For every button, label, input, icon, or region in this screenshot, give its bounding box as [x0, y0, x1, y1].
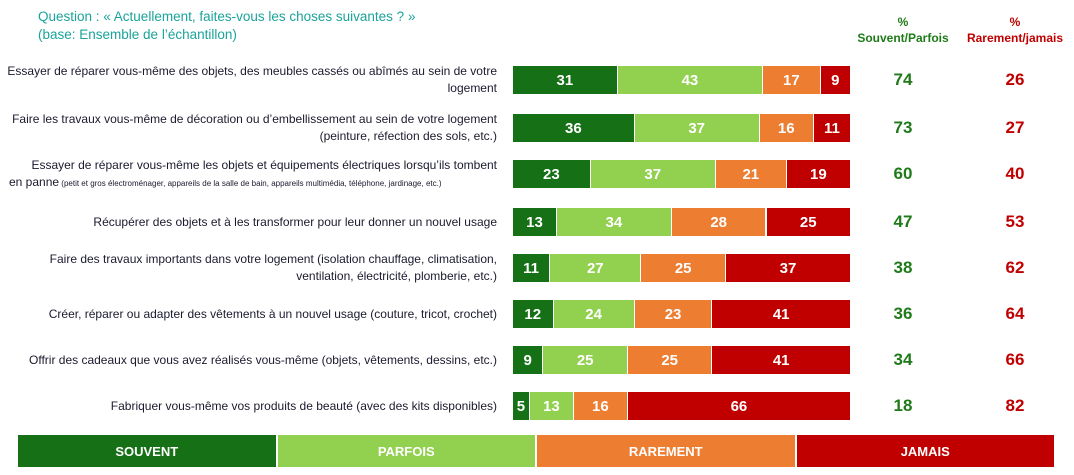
bar-segment-parfois: 37 — [590, 160, 716, 188]
bar-segment-rarement: 16 — [573, 392, 628, 420]
bar-segment-jamais: 41 — [712, 300, 851, 328]
bar-segment-rarement: 16 — [759, 114, 814, 142]
bar-segment-souvent: 13 — [513, 208, 557, 236]
sum-rarement-jamais: 27 — [1005, 118, 1025, 137]
row-label: Faire les travaux vous-même de décoratio… — [0, 111, 497, 145]
row-label-line: Offrir des cadeaux que vous avez réalisé… — [29, 352, 497, 367]
bar-segment-parfois: 25 — [543, 346, 628, 374]
row-label-line: logement — [447, 81, 497, 95]
row-label: Faire des travaux importants dans votre … — [0, 251, 497, 285]
bar-segment-parfois: 43 — [617, 66, 764, 94]
sum-rarement-jamais: 64 — [1005, 304, 1025, 323]
sum-rarement-jamais: 26 — [1005, 70, 1025, 89]
sum-souvent-parfois: 73 — [893, 118, 913, 137]
column-header-rarement-jamais: % Rarement/jamais — [960, 14, 1070, 46]
bar-segment-souvent: 9 — [513, 346, 544, 374]
bar-segment-jamais: 25 — [766, 208, 851, 236]
bar-segment-parfois: 27 — [550, 254, 642, 282]
row-label-line: Essayer de réparer vous-même des objets,… — [7, 64, 497, 78]
row-label-line: Récupérer des objets et à les transforme… — [93, 214, 497, 229]
legend-parfois: PARFOIS — [277, 435, 537, 467]
legend-rarement: RAREMENT — [537, 435, 797, 467]
row-label: Récupérer des objets et à les transforme… — [0, 214, 497, 231]
bar-segment-souvent: 11 — [513, 254, 551, 282]
bar-segment-souvent: 5 — [513, 392, 530, 420]
row-label: Offrir des cadeaux que vous avez réalisé… — [0, 352, 497, 369]
bar-segment-parfois: 37 — [634, 114, 760, 142]
row-label: Essayer de réparer vous-même les objets … — [0, 157, 497, 192]
row-label: Fabriquer vous-même vos produits de beau… — [0, 398, 497, 415]
bar-segment-souvent: 12 — [513, 300, 554, 328]
sum-souvent-parfois: 38 — [893, 258, 913, 277]
bar-segment-jamais: 19 — [786, 160, 851, 188]
bar-segment-souvent: 36 — [513, 114, 635, 142]
legend-jamais: JAMAIS — [796, 435, 1054, 467]
question-base: (base: Ensemble de l’échantillon) — [38, 27, 237, 42]
row-label-line: Créer, réparer ou adapter des vêtements … — [48, 306, 497, 321]
sum-souvent-parfois: 74 — [893, 70, 913, 89]
bar-segment-jamais: 37 — [725, 254, 851, 282]
sum-souvent-parfois: 60 — [893, 164, 913, 183]
column-header-label: Rarement/jamais — [966, 31, 1064, 45]
sum-souvent-parfois: 18 — [893, 396, 913, 415]
bar-segment-souvent: 31 — [513, 66, 618, 94]
row-label-line: Faire les travaux vous-même de décoratio… — [12, 112, 497, 126]
row-label-line: en panne (petit et gros électroménager, … — [9, 175, 442, 189]
legend-souvent: SOUVENT — [18, 435, 278, 467]
bar-segment-jamais: 11 — [813, 114, 851, 142]
sum-rarement-jamais: 66 — [1005, 350, 1025, 369]
bar-segment-parfois: 34 — [556, 208, 672, 236]
bar-segment-parfois: 24 — [553, 300, 635, 328]
row-label-line: Fabriquer vous-même vos produits de beau… — [110, 398, 497, 413]
bar-segment-parfois: 13 — [529, 392, 574, 420]
bar-segment-rarement: 21 — [715, 160, 787, 188]
sum-rarement-jamais: 62 — [1005, 258, 1025, 277]
sum-rarement-jamais: 40 — [1005, 164, 1025, 183]
row-label-line: (peinture, réfection des sols, etc.) — [319, 129, 497, 143]
bar-segment-jamais: 9 — [820, 66, 851, 94]
legend: SOUVENT PARFOIS RAREMENT JAMAIS — [18, 435, 1054, 467]
bar-segment-rarement: 25 — [627, 346, 713, 374]
column-header-label: Souvent/Parfois — [857, 31, 949, 45]
row-label-line: Essayer de réparer vous-même les objets … — [31, 158, 497, 172]
bar-segment-rarement: 25 — [641, 254, 726, 282]
row-label: Essayer de réparer vous-même des objets,… — [0, 63, 497, 97]
row-label-line: ventilation, électricité, plomberie, etc… — [296, 269, 497, 283]
question-line: Question : « Actuellement, faites-vous l… — [38, 9, 416, 24]
bar-segment-jamais: 66 — [627, 392, 851, 420]
question-text: Question : « Actuellement, faites-vous l… — [38, 8, 415, 44]
column-header-souvent-parfois: % Souvent/Parfois — [848, 14, 958, 46]
bar-segment-jamais: 41 — [712, 346, 851, 374]
bar-segment-rarement: 23 — [634, 300, 713, 328]
sum-rarement-jamais: 82 — [1005, 396, 1025, 415]
row-label-detail: (petit et gros électroménager, appareils… — [59, 179, 442, 188]
column-header-pct: % — [897, 15, 909, 29]
sum-rarement-jamais: 53 — [1005, 212, 1025, 231]
sum-souvent-parfois: 34 — [893, 350, 913, 369]
bar-segment-rarement: 28 — [671, 208, 767, 236]
bar-segment-rarement: 17 — [763, 66, 821, 94]
bar-segment-souvent: 23 — [513, 160, 591, 188]
row-label-line: Faire des travaux importants dans votre … — [49, 252, 497, 266]
sum-souvent-parfois: 36 — [893, 304, 913, 323]
row-label: Créer, réparer ou adapter des vêtements … — [0, 306, 497, 323]
column-header-pct: % — [1009, 15, 1021, 29]
sum-souvent-parfois: 47 — [893, 212, 913, 231]
